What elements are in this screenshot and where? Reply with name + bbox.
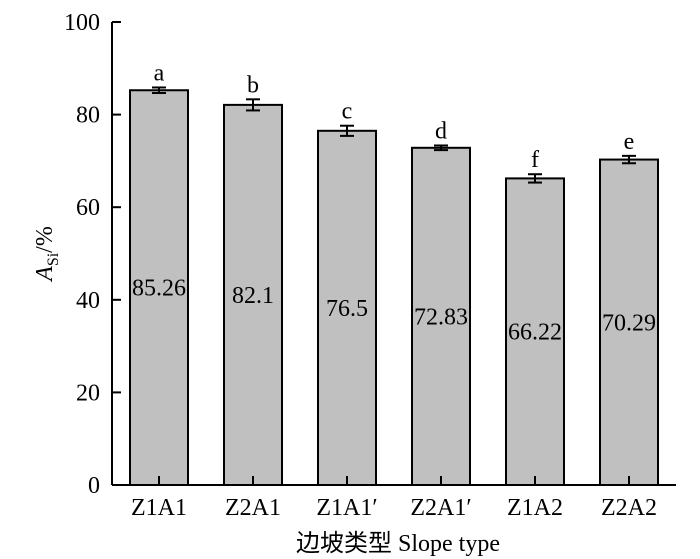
x-axis-title: 边坡类型 Slope type — [296, 530, 500, 557]
significance-label: a — [154, 60, 165, 86]
x-tick-label: Z1A2 — [507, 495, 563, 521]
y-axis-title-subscript: Si — [45, 252, 62, 266]
y-tick-label: 60 — [76, 195, 100, 221]
value-label: 82.1 — [232, 283, 274, 309]
value-label: 70.29 — [602, 310, 656, 336]
significance-label: b — [247, 72, 259, 98]
x-tick-label: Z2A1′ — [410, 495, 471, 521]
x-tick-label: Z2A1 — [225, 495, 281, 521]
value-label: 85.26 — [132, 276, 186, 302]
significance-label: d — [435, 118, 447, 144]
bar — [317, 129, 377, 486]
significance-label: e — [624, 129, 635, 155]
x-tick-label: Z2A2 — [601, 495, 657, 521]
significance-label: f — [531, 147, 539, 173]
y-axis: 0 20 40 60 80 100 — [64, 10, 121, 499]
x-tick-label: Z1A1 — [131, 495, 187, 521]
bar — [129, 89, 189, 487]
significance-label: c — [342, 99, 353, 125]
value-label: 72.83 — [414, 304, 468, 330]
y-axis-title-main: A — [32, 266, 58, 283]
y-axis-title: ASi/% — [32, 226, 62, 283]
value-label: 66.22 — [508, 320, 562, 346]
y-tick-label: 40 — [76, 288, 100, 314]
y-tick-label: 100 — [64, 10, 100, 36]
y-axis-title-suffix: /% — [32, 226, 58, 253]
plot-area: a 85.26 b 82.1 c 76.5 d 72.83 f 66.22 e 70.29 — [129, 60, 659, 487]
y-tick-label: 20 — [76, 380, 100, 406]
y-tick-label: 0 — [88, 473, 100, 499]
value-label: 76.5 — [326, 296, 368, 322]
y-tick-label: 80 — [76, 103, 100, 129]
x-axis: Z1A1 Z2A1 Z1A1′ Z2A1′ Z1A2 Z2A2 — [112, 476, 676, 521]
x-tick-label: Z1A1′ — [316, 495, 377, 521]
